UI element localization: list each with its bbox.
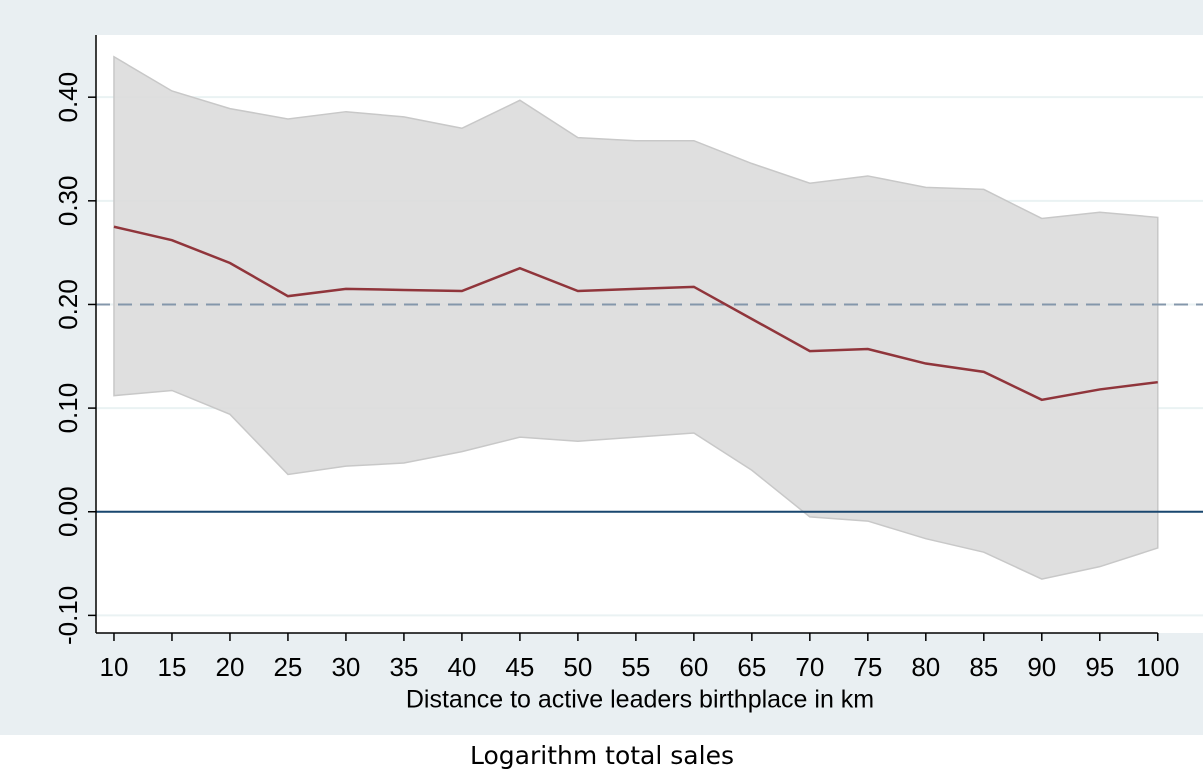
x-axis-title: Distance to active leaders birthplace in…	[406, 686, 874, 714]
y-tick-label: 0.00	[53, 486, 83, 537]
x-tick-label: 50	[563, 652, 592, 682]
x-tick-label: 55	[621, 652, 650, 682]
x-tick-label: 75	[853, 652, 882, 682]
x-tick-label: 95	[1085, 652, 1114, 682]
x-tick-label: 35	[389, 652, 418, 682]
y-tick-label: 0.10	[53, 383, 83, 434]
x-tick-label: 85	[969, 652, 998, 682]
x-tick-label: 100	[1136, 652, 1179, 682]
caption: Logarithm total sales	[470, 741, 734, 770]
y-tick-label: 0.30	[53, 176, 83, 227]
x-tick-label: 70	[795, 652, 824, 682]
y-tick-label: 0.20	[53, 279, 83, 330]
confidence-band	[113, 55, 1159, 580]
x-tick-label: 60	[679, 652, 708, 682]
x-tick-label: 10	[100, 652, 129, 682]
y-tick-label: 0.40	[53, 72, 83, 123]
y-tick-label: -0.10	[53, 586, 83, 645]
x-tick-label: 15	[158, 652, 187, 682]
x-tick-label: 30	[331, 652, 360, 682]
x-tick-label: 40	[447, 652, 476, 682]
x-tick-label: 25	[273, 652, 302, 682]
x-tick-label: 80	[911, 652, 940, 682]
x-tick-label: 20	[215, 652, 244, 682]
x-tick-label: 90	[1027, 652, 1056, 682]
estimate-line	[113, 225, 1158, 402]
x-tick-label: 45	[505, 652, 534, 682]
x-tick-label: 65	[737, 652, 766, 682]
